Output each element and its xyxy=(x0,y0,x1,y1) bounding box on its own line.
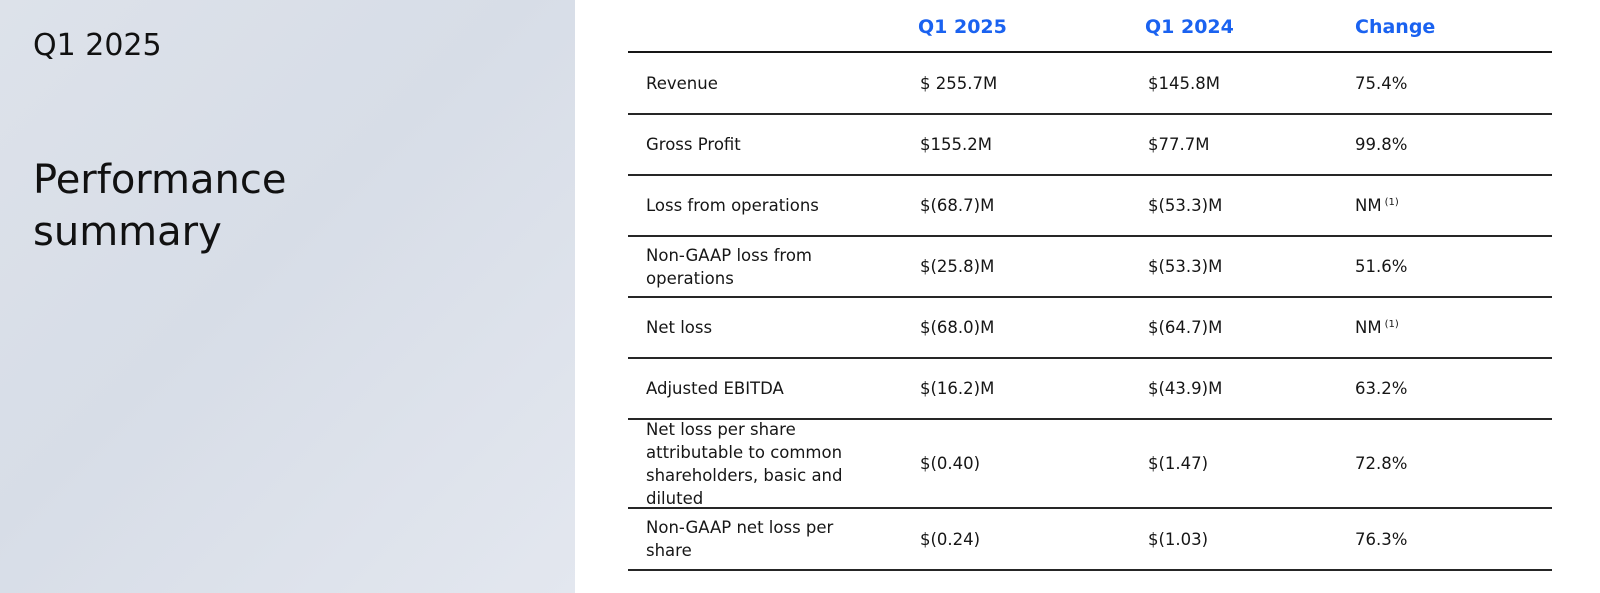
value-q1-2025: $155.2M xyxy=(920,135,992,154)
row-label: Gross Profit xyxy=(646,135,741,154)
row-label: Adjusted EBITDA xyxy=(646,379,784,398)
table-row: Net loss $(68.0)M $(64.7)M NM (1) xyxy=(628,298,1552,359)
change-text: NM xyxy=(1355,318,1382,337)
value-change: 63.2% xyxy=(1355,379,1407,398)
value-q1-2025: $(68.0)M xyxy=(920,318,995,337)
table-row: Net loss per share attributable to commo… xyxy=(628,420,1552,509)
value-q1-2024: $(53.3)M xyxy=(1148,257,1223,276)
row-label: Non-GAAP loss from operations xyxy=(646,245,812,288)
table-row: Gross Profit $155.2M $77.7M 99.8% xyxy=(628,115,1552,176)
value-change: NM (1) xyxy=(1355,318,1399,337)
page-title: Performance summary xyxy=(33,157,287,255)
title-panel: Q1 2025 Performance summary xyxy=(0,0,575,593)
value-change: 72.8% xyxy=(1355,454,1407,473)
value-q1-2024: $(1.47) xyxy=(1148,454,1209,473)
table-row: Loss from operations $(68.7)M $(53.3)M NM (1… xyxy=(628,176,1552,237)
row-label: Net loss xyxy=(646,318,713,337)
value-q1-2025: $(16.2)M xyxy=(920,379,995,398)
table-row: Revenue $ 255.7M $145.8M 75.4% xyxy=(628,53,1552,115)
change-text: 75.4% xyxy=(1355,73,1408,93)
value-q1-2024: $77.7M xyxy=(1148,135,1210,154)
change-text: NM xyxy=(1355,196,1382,215)
performance-table: Q1 2025 Q1 2024 Change Revenue $ 255.7M $1… xyxy=(628,0,1552,571)
value-change: 99.8% xyxy=(1355,135,1407,154)
change-text: 72.8% xyxy=(1355,454,1408,473)
change-text: 99.8% xyxy=(1355,135,1408,154)
table-row: Non-GAAP loss from operations $(25.8)M $(5… xyxy=(628,237,1552,298)
period-label: Q1 2025 xyxy=(33,28,162,63)
row-label: Revenue xyxy=(646,73,718,93)
value-change: NM (1) xyxy=(1355,196,1399,215)
row-label: Net loss per share attributable to commo… xyxy=(646,419,843,508)
value-change: 75.4% xyxy=(1355,74,1407,93)
value-q1-2025: $(0.40) xyxy=(920,454,981,473)
value-q1-2024: $145.8M xyxy=(1148,73,1220,93)
change-text: 51.6% xyxy=(1355,257,1408,276)
footnote-marker: (1) xyxy=(1384,319,1399,330)
value-q1-2025: $(0.24) xyxy=(920,529,981,549)
value-q1-2025: $(25.8)M xyxy=(920,257,995,276)
table-row: Adjusted EBITDA $(16.2)M $(43.9)M 63.2% xyxy=(628,359,1552,420)
value-q1-2024: $(1.03) xyxy=(1148,529,1209,549)
row-label: Non-GAAP net loss per share xyxy=(646,518,834,560)
header-q1-2024: Q1 2024 xyxy=(1145,16,1234,38)
row-label: Loss from operations xyxy=(646,196,819,215)
value-change: 76.3% xyxy=(1355,530,1407,549)
change-text: 76.3% xyxy=(1355,529,1408,549)
table-header: Q1 2025 Q1 2024 Change xyxy=(628,0,1552,53)
table-row: Non-GAAP net loss per share $(0.24) $(1.03… xyxy=(628,509,1552,571)
value-q1-2025: $ 255.7M xyxy=(920,73,998,93)
value-q1-2024: $(53.3)M xyxy=(1148,196,1223,215)
footnote-marker: (1) xyxy=(1384,197,1399,208)
value-change: 51.6% xyxy=(1355,257,1407,276)
header-q1-2025: Q1 2025 xyxy=(918,16,1007,38)
value-q1-2024: $(43.9)M xyxy=(1148,379,1223,398)
change-text: 63.2% xyxy=(1355,379,1408,398)
value-q1-2024: $(64.7)M xyxy=(1148,318,1223,337)
header-change: Change xyxy=(1355,16,1436,38)
value-q1-2025: $(68.7)M xyxy=(920,196,995,215)
